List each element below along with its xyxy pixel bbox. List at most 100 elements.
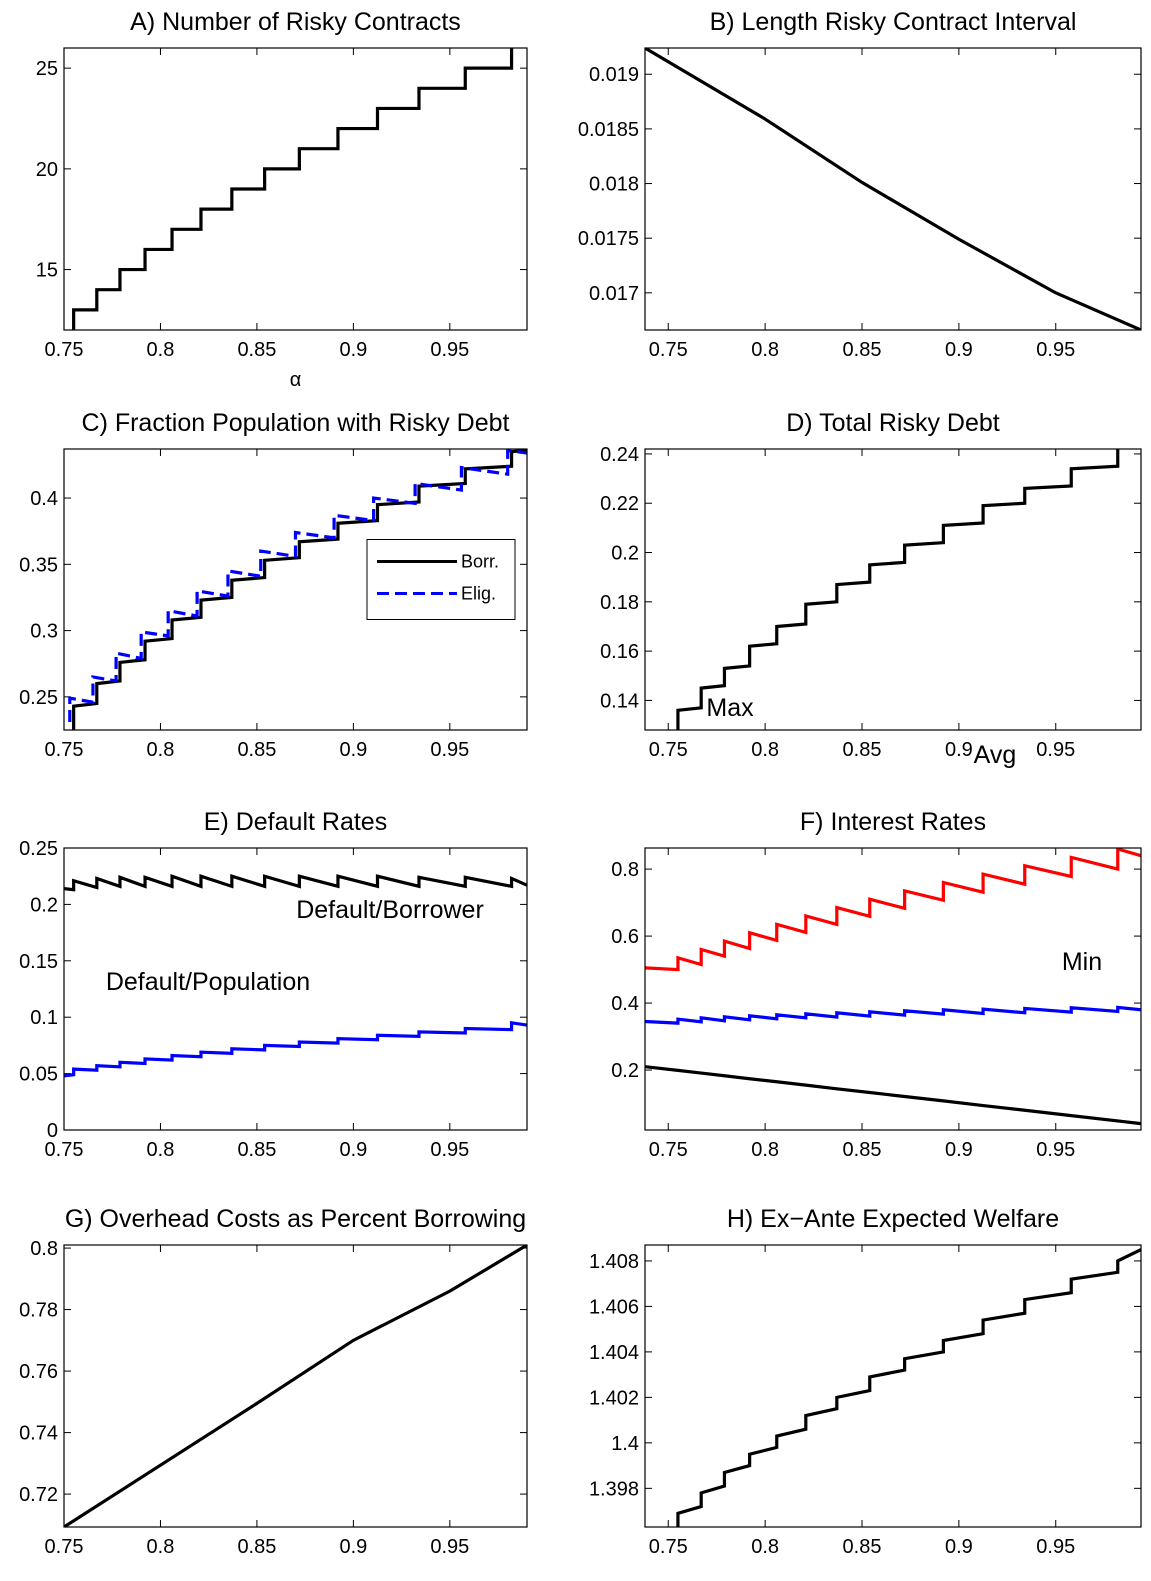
series-line — [72, 449, 527, 730]
x-tick-label: 0.75 — [45, 739, 84, 761]
plot-frame — [63, 1244, 528, 1528]
x-tick-label: 0.8 — [147, 1139, 175, 1161]
x-tick-label: 0.9 — [945, 1536, 973, 1558]
chart-title: F) Interest Rates — [800, 808, 986, 836]
panel: B) Length Risky Contract Interval 0.75 0.8… — [578, 8, 1142, 361]
y-tick-label: 0.05 — [19, 1064, 58, 1086]
legend: Borr. Elig. — [366, 539, 516, 620]
x-tick-label: 0.75 — [649, 1536, 688, 1558]
x-tick-label: 0.9 — [339, 739, 367, 761]
x-tick-label: 0.75 — [649, 1139, 688, 1161]
x-tick-label: 0.75 — [649, 739, 688, 761]
x-tick-label: 0.9 — [945, 339, 973, 361]
chart-title: A) Number of Risky Contracts — [130, 8, 461, 36]
y-tick-label: 0.24 — [600, 444, 639, 466]
y-tick-label: 1.404 — [589, 1342, 639, 1364]
y-tick-label: 1.398 — [589, 1478, 639, 1500]
y-tick-label: 0.15 — [19, 951, 58, 973]
legend-box — [366, 539, 516, 620]
y-tick-label: 0.22 — [600, 493, 639, 515]
chart-title: C) Fraction Population with Risky Debt — [82, 409, 510, 437]
panel: A) Number of Risky Contracts 0.75 0.8 0.85 0… — [36, 8, 528, 391]
x-tick-label: 0.95 — [430, 739, 469, 761]
y-tick-label: 0.74 — [19, 1423, 58, 1445]
x-tick-label: 0.8 — [147, 339, 175, 361]
x-axis-label: α — [290, 369, 302, 391]
series-line — [645, 848, 1141, 972]
y-tick-label: 20 — [36, 159, 58, 181]
x-tick-label: 0.95 — [430, 1536, 469, 1558]
x-tick-label: 0.9 — [339, 339, 367, 361]
panel: G) Overhead Costs as Percent Borrowing 0.… — [19, 1205, 528, 1558]
y-tick-label: 0.14 — [600, 690, 639, 712]
y-tick-label: 0.0185 — [578, 119, 639, 141]
series-line — [645, 1065, 1141, 1126]
series-line — [64, 1020, 527, 1078]
legend-label: Borr. — [461, 552, 499, 572]
x-tick-label: 0.9 — [945, 739, 973, 761]
x-tick-label: 0.85 — [237, 1536, 276, 1558]
x-tick-label: 0.9 — [339, 1536, 367, 1558]
y-tick-label: 0.2 — [611, 543, 639, 565]
chart-title: E) Default Rates — [204, 808, 387, 836]
y-tick-label: 25 — [36, 58, 58, 80]
x-tick-label: 0.95 — [1036, 739, 1075, 761]
x-tick-label: 0.85 — [237, 739, 276, 761]
plot-frame — [644, 847, 1142, 1131]
series-line — [72, 48, 514, 330]
series-line — [645, 48, 1141, 330]
plot-frame — [63, 448, 528, 731]
y-tick-label: 0.1 — [30, 1007, 58, 1029]
y-tick-label: 0.017 — [589, 283, 639, 305]
y-tick-label: 0 — [47, 1120, 58, 1142]
x-tick-label: 0.8 — [147, 739, 175, 761]
x-tick-label: 0.85 — [843, 739, 882, 761]
annotation: Avg — [974, 741, 1017, 769]
y-tick-label: 0.0175 — [578, 228, 639, 250]
annotation: Min — [1062, 948, 1102, 976]
y-tick-label: 0.72 — [19, 1484, 58, 1506]
y-tick-label: 15 — [36, 260, 58, 282]
series-line — [676, 449, 1120, 730]
y-tick-label: 1.408 — [589, 1251, 639, 1273]
y-tick-label: 1.402 — [589, 1387, 639, 1409]
y-tick-label: 0.018 — [589, 174, 639, 196]
annotation: Default/Borrower — [296, 896, 484, 924]
x-tick-label: 0.75 — [45, 339, 84, 361]
chart-title: H) Ex−Ante Expected Welfare — [727, 1205, 1059, 1233]
annotation: Max — [706, 694, 754, 722]
y-tick-label: 0.019 — [589, 64, 639, 86]
x-tick-label: 0.8 — [147, 1536, 175, 1558]
x-tick-label: 0.75 — [649, 339, 688, 361]
x-tick-label: 0.85 — [237, 1139, 276, 1161]
series-line — [68, 449, 527, 723]
y-tick-label: 0.2 — [611, 1060, 639, 1082]
x-tick-label: 0.85 — [843, 1139, 882, 1161]
y-tick-label: 0.4 — [611, 993, 639, 1015]
chart-title: G) Overhead Costs as Percent Borrowing — [65, 1205, 526, 1233]
y-tick-label: 0.76 — [19, 1361, 58, 1383]
panel: C) Fraction Population with Risky Debt 0.… — [19, 409, 528, 761]
y-tick-label: 0.18 — [600, 592, 639, 614]
x-tick-label: 0.8 — [751, 1536, 779, 1558]
x-tick-label: 0.9 — [339, 1139, 367, 1161]
y-tick-label: 0.25 — [19, 687, 58, 709]
chart-title: D) Total Risky Debt — [786, 409, 1000, 437]
y-tick-label: 1.406 — [589, 1296, 639, 1318]
x-tick-label: 0.85 — [237, 339, 276, 361]
annotation: Default/Population — [106, 968, 310, 996]
y-tick-label: 0.6 — [611, 926, 639, 948]
y-tick-label: 0.78 — [19, 1300, 58, 1322]
x-tick-label: 0.95 — [430, 339, 469, 361]
y-tick-label: 0.25 — [19, 838, 58, 860]
x-tick-label: 0.75 — [45, 1139, 84, 1161]
y-tick-label: 1.4 — [611, 1433, 639, 1455]
panel: D) Total Risky Debt 0.75 0.8 0.85 0.9 0.95 0.1… — [600, 409, 1142, 761]
series-line — [64, 1245, 527, 1527]
series-line — [64, 873, 527, 892]
x-tick-label: 0.85 — [843, 339, 882, 361]
x-tick-label: 0.95 — [1036, 1139, 1075, 1161]
y-tick-label: 0.16 — [600, 641, 639, 663]
plot-frame — [644, 1244, 1142, 1528]
